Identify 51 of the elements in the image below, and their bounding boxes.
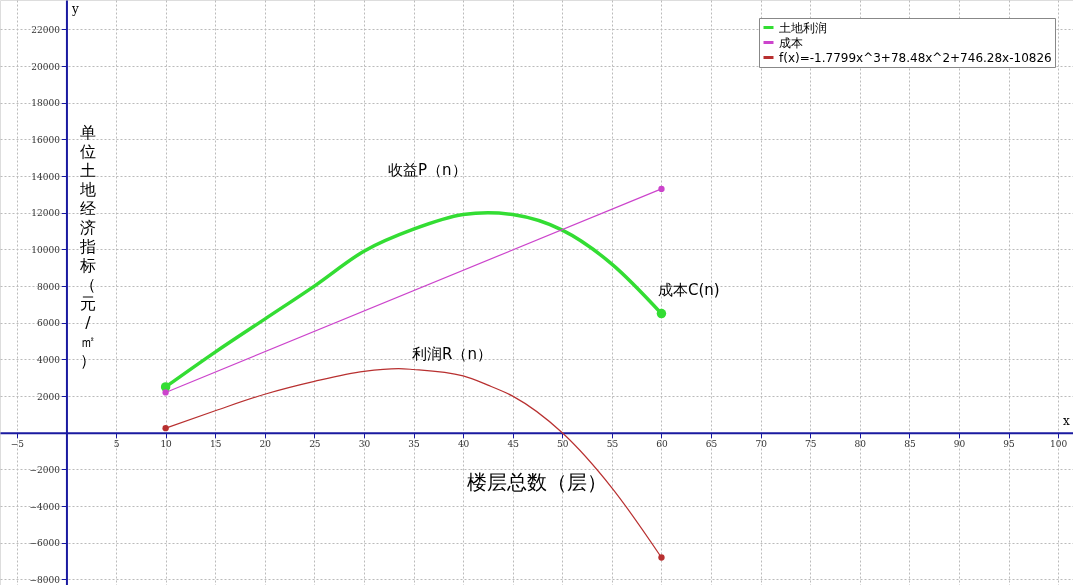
- legend-label: 土地利润: [779, 20, 827, 35]
- x-axis-title: 楼层总数（层）: [466, 469, 607, 494]
- point: [162, 425, 169, 432]
- x-tick-label: 30: [358, 439, 371, 450]
- x-tick-label: 45: [507, 439, 520, 450]
- x-tick-label: 35: [408, 439, 421, 450]
- x-tick-label: 100: [1050, 439, 1068, 450]
- point: [656, 308, 667, 319]
- x-tick-label: 5: [113, 439, 120, 450]
- y-tick-label: 22000: [31, 24, 61, 35]
- x-tick-label: 10: [160, 439, 173, 450]
- y-tick-label: −2000: [29, 464, 61, 475]
- point: [658, 185, 665, 193]
- x-tick-label: 60: [656, 439, 668, 450]
- annotation: 成本C(n): [658, 281, 720, 299]
- x-tick-label: 75: [804, 439, 817, 450]
- y-tick-label: −6000: [29, 538, 61, 549]
- x-tick-label: 95: [1003, 439, 1016, 450]
- y-tick-label: 4000: [37, 354, 61, 365]
- y-tick-label: 8000: [37, 281, 61, 292]
- y-tick-label: 16000: [31, 134, 61, 145]
- x-tick-label: 40: [457, 439, 470, 450]
- y-tick-label: −4000: [29, 501, 61, 512]
- annotation: y: [71, 2, 79, 16]
- x-tick-label: 90: [953, 439, 966, 450]
- text: 单位土地经济指标（元/㎡）: [80, 123, 96, 370]
- y-tick-label: 18000: [31, 98, 61, 109]
- annotation: 收益P（n）: [388, 161, 467, 179]
- x-tick-label: 20: [259, 439, 272, 450]
- y-tick-label: −8000: [29, 575, 61, 585]
- y-tick-label: 12000: [31, 208, 61, 219]
- x-tick-label: −5: [10, 439, 25, 450]
- x-tick-label: 15: [209, 439, 222, 450]
- y-tick-label: 10000: [31, 244, 61, 255]
- y-tick-label: 2000: [37, 391, 61, 402]
- x-tick-label: 80: [854, 439, 867, 450]
- x-tick-label: 85: [904, 439, 916, 450]
- y-tick-label: 20000: [31, 61, 61, 72]
- y-tick-label: 14000: [31, 171, 61, 182]
- x-tick-label: 50: [557, 439, 569, 450]
- x-tick-label: 70: [755, 439, 768, 450]
- y-tick-label: 6000: [37, 318, 61, 329]
- x-tick-label: 65: [705, 439, 718, 450]
- legend-label: f(x)=-1.7799x^3+78.48x^2+746.28x-10826: [779, 50, 1052, 65]
- legend-label: 成本: [779, 35, 803, 50]
- point: [162, 389, 169, 396]
- x-tick-label: 25: [309, 439, 321, 450]
- annotation: 利润R（n）: [412, 345, 492, 363]
- x-tick-label: 55: [606, 439, 619, 450]
- annotation: x: [1063, 414, 1070, 428]
- point: [658, 554, 665, 561]
